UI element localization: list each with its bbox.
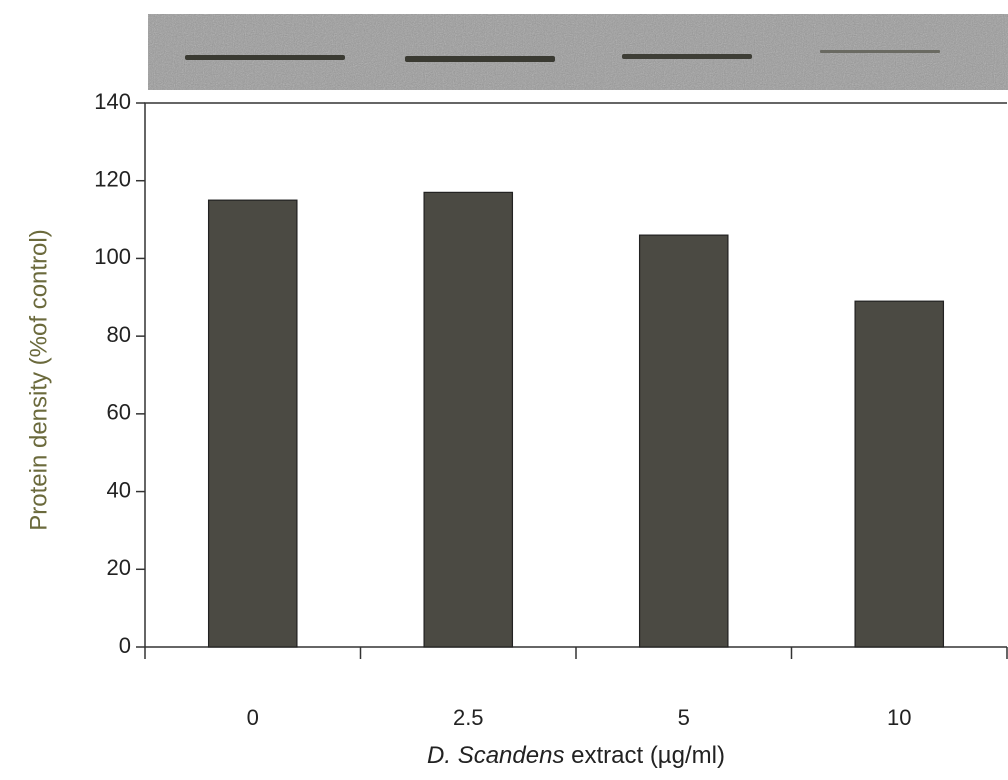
y-tick-label: 20: [107, 555, 131, 580]
blot-image: [148, 14, 1008, 90]
y-axis-label: Protein density (%of control): [25, 229, 52, 530]
y-tick-label: 0: [119, 633, 131, 658]
x-axis-label-text: extract (µg/ml): [571, 742, 725, 769]
bar: [207, 199, 298, 648]
x-tick-label: 10: [887, 705, 911, 730]
bar: [638, 234, 729, 648]
x-axis-label: D. Scandens extract (µg/ml): [427, 742, 725, 769]
x-axis-label-italic: D. Scandens: [427, 742, 564, 769]
y-tick-label: 140: [94, 89, 131, 114]
y-tick-label: 120: [94, 167, 131, 192]
bar: [854, 300, 945, 648]
x-tick-label: 0: [247, 705, 259, 730]
x-tick-label: 5: [678, 705, 690, 730]
x-tick-label: 2.5: [453, 705, 484, 730]
y-tick-label: 100: [94, 244, 131, 269]
y-tick-label: 40: [107, 477, 131, 502]
bar: [423, 191, 514, 648]
y-tick-label: 80: [107, 322, 131, 347]
y-tick-label: 60: [107, 400, 131, 425]
